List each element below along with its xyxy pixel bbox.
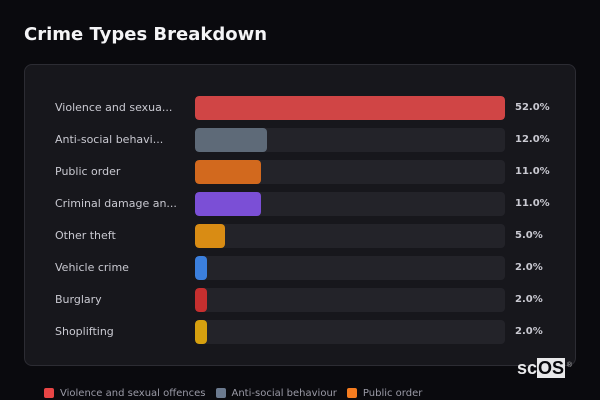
bar-label: Anti-social behavi... — [55, 133, 164, 146]
scos-logo: scOS ® — [517, 358, 572, 378]
bar-fill[interactable] — [195, 128, 267, 152]
bar-label: Criminal damage an... — [55, 197, 177, 210]
bar-track — [195, 320, 505, 344]
bar-fill[interactable] — [195, 160, 261, 184]
bar-value: 11.0% — [515, 166, 550, 177]
bar-label: Shoplifting — [55, 325, 114, 338]
bar-row: Violence and sexua... 52.0% — [25, 96, 575, 120]
bar-value: 2.0% — [515, 262, 543, 273]
bar-value: 2.0% — [515, 294, 543, 305]
bar-fill[interactable] — [195, 288, 207, 312]
legend-item[interactable]: Anti-social behaviour — [215, 387, 337, 399]
logo-boxed: OS — [537, 358, 566, 378]
bar-row: Burglary 2.0% — [25, 288, 575, 312]
bar-label: Vehicle crime — [55, 261, 129, 274]
bar-row: Anti-social behavi... 12.0% — [25, 128, 575, 152]
bar-value: 12.0% — [515, 134, 550, 145]
bar-value: 11.0% — [515, 198, 550, 209]
legend-swatch-icon — [346, 388, 357, 398]
legend-label: Violence and sexual offences — [60, 387, 206, 399]
chart-title: Crime Types Breakdown — [24, 24, 268, 45]
bar-fill[interactable] — [195, 192, 261, 216]
bar-track — [195, 128, 505, 152]
bar-fill[interactable] — [195, 96, 505, 120]
legend-label: Public order — [362, 387, 423, 399]
legend-swatch-icon — [44, 388, 54, 398]
bar-row: Shoplifting 2.0% — [25, 320, 575, 344]
bar-value: 52.0% — [515, 102, 550, 113]
bar-track — [195, 192, 505, 216]
bar-row: Public order 11.0% — [25, 160, 575, 184]
bar-value: 5.0% — [515, 230, 543, 241]
legend-label: Anti-social behaviour — [231, 387, 337, 399]
chart-card: Violence and sexua... 52.0% Anti-social be… — [24, 64, 576, 366]
bar-fill[interactable] — [195, 256, 207, 280]
bar-track — [195, 160, 505, 184]
bar-track — [195, 288, 505, 312]
legend-item[interactable]: Public order — [346, 387, 423, 399]
bar-row: Vehicle crime 2.0% — [25, 256, 575, 280]
chart-legend: Violence and sexual offences Anti-social … — [44, 386, 422, 400]
bar-label: Public order — [55, 165, 121, 178]
registered-mark-icon: ® — [566, 362, 573, 369]
logo-prefix: sc — [517, 358, 538, 378]
bar-label: Violence and sexua... — [55, 101, 173, 114]
bar-track — [195, 224, 505, 248]
bar-label: Other theft — [55, 229, 116, 242]
bar-fill[interactable] — [195, 224, 225, 248]
bar-track — [195, 256, 505, 280]
bar-row: Criminal damage an... 11.0% — [25, 192, 575, 216]
bar-track — [195, 96, 505, 120]
legend-swatch-icon — [215, 388, 226, 398]
bar-value: 2.0% — [515, 326, 543, 337]
bar-label: Burglary — [55, 293, 102, 306]
bar-fill[interactable] — [195, 320, 207, 344]
bar-row: Other theft 5.0% — [25, 224, 575, 248]
legend-item[interactable]: Violence and sexual offences — [44, 388, 206, 399]
